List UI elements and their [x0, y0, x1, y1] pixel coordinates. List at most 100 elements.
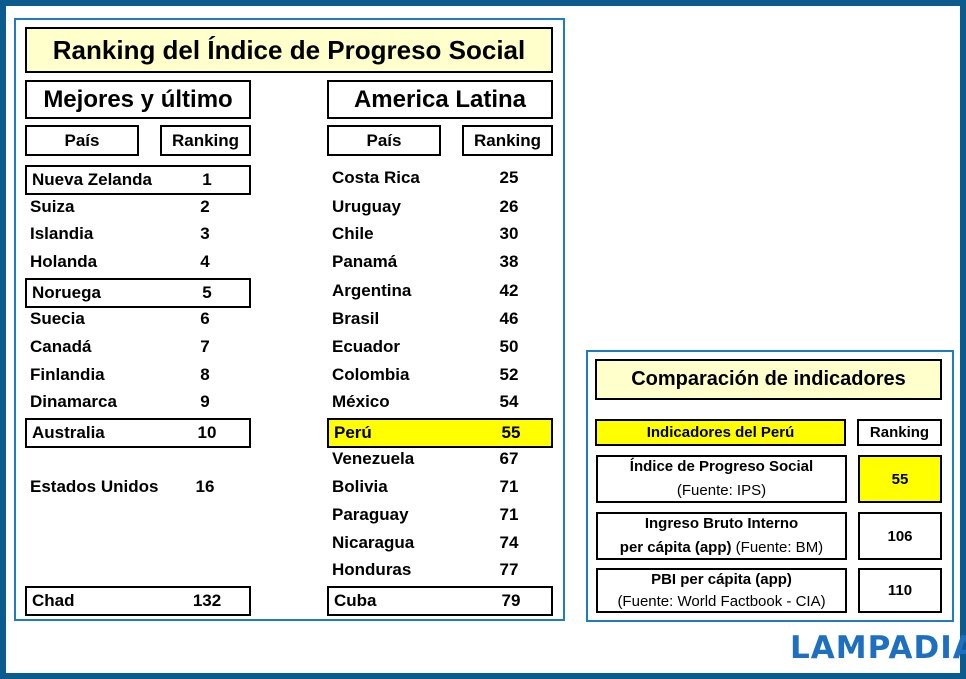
country-name: Suiza — [30, 197, 75, 216]
table-row: Bolivia 71 — [327, 474, 553, 500]
rank-value: 46 — [499, 309, 519, 328]
left-heading: Mejores y último — [25, 80, 251, 119]
table-row: Suecia 6 — [25, 306, 251, 332]
rank-value: 52 — [499, 365, 519, 384]
table-row: Estados Unidos 16 — [25, 474, 251, 500]
rank-value: 79 — [501, 591, 521, 610]
rank-value: 67 — [499, 449, 519, 468]
rank-value: 74 — [499, 533, 519, 552]
table-row: Honduras 77 — [327, 557, 553, 583]
country-name: Estados Unidos — [30, 477, 159, 496]
country-name: Nueva Zelanda — [32, 170, 152, 189]
indicator-rank-pbi: 110 — [858, 568, 942, 613]
country-name: Ecuador — [332, 337, 401, 356]
table-row: Noruega 5 — [25, 278, 251, 308]
table-row: Islandia 3 — [25, 221, 251, 247]
table-row: Perú 55 — [327, 418, 553, 448]
indicator-name: Índice de Progreso Social — [629, 458, 814, 475]
indicator-name-cont: per cápita (app) — [619, 539, 732, 556]
table-row: Cuba 79 — [327, 586, 553, 616]
country-name: Dinamarca — [30, 392, 117, 411]
rank-value: 42 — [499, 281, 519, 300]
country-name: Noruega — [32, 283, 101, 302]
rank-value: 77 — [499, 560, 519, 579]
rank-value: 50 — [499, 337, 519, 356]
table-row: Colombia 52 — [327, 362, 553, 388]
table-row: Panamá 38 — [327, 249, 553, 275]
table-row: Chad 132 — [25, 586, 251, 616]
country-name: Nicaragua — [332, 533, 415, 552]
rank-value: 9 — [200, 392, 210, 411]
comparison-title: Comparación de indicadores — [595, 359, 942, 400]
rank-value: 6 — [200, 309, 210, 328]
indicator-pbi: PBI per cápita (app) (Fuente: World Fact… — [596, 568, 847, 613]
right-col-rank: Ranking — [462, 125, 553, 156]
country-name: Perú — [334, 423, 372, 442]
table-row: Argentina 42 — [327, 278, 553, 304]
table-row: México 54 — [327, 389, 553, 415]
right-col-country: País — [327, 125, 441, 156]
country-name: Chile — [332, 224, 374, 243]
table-row: Ecuador 50 — [327, 334, 553, 360]
country-name: Honduras — [332, 560, 412, 579]
rank-value: 54 — [499, 392, 519, 411]
indicator-source: (Fuente: BM) — [735, 539, 824, 556]
rank-value: 25 — [499, 168, 519, 187]
country-name: Holanda — [30, 252, 98, 271]
table-row: Nicaragua 74 — [327, 530, 553, 556]
rank-value: 4 — [200, 252, 210, 271]
indicator-col-header: Indicadores del Perú — [595, 419, 846, 446]
right-heading: America Latina — [327, 80, 553, 119]
lampadia-logo: LAMPADIA — [790, 630, 966, 666]
page-title: Ranking del Índice de Progreso Social — [25, 27, 553, 73]
country-name: Paraguay — [332, 505, 409, 524]
rank-value: 71 — [499, 505, 519, 524]
comparison-rank-header: Ranking — [857, 419, 942, 446]
country-name: Suecia — [30, 309, 85, 328]
rank-value: 30 — [499, 224, 519, 243]
rank-value: 8 — [200, 365, 210, 384]
country-name: Argentina — [332, 281, 412, 300]
table-row: Uruguay 26 — [327, 194, 553, 220]
country-name: Costa Rica — [332, 168, 420, 187]
rank-value: 2 — [200, 197, 210, 216]
table-row: Suiza 2 — [25, 194, 251, 220]
left-col-rank: Ranking — [160, 125, 251, 156]
table-row: Dinamarca 9 — [25, 389, 251, 415]
country-name: Venezuela — [332, 449, 415, 468]
rank-value: 3 — [200, 224, 210, 243]
rank-value: 16 — [195, 477, 215, 496]
country-name: Colombia — [332, 365, 410, 384]
country-name: Brasil — [332, 309, 380, 328]
rank-value: 71 — [499, 477, 519, 496]
table-row: Australia 10 — [25, 418, 251, 448]
rank-value: 55 — [501, 423, 521, 442]
indicator-source: (Fuente: World Factbook - CIA) — [617, 592, 826, 610]
table-row: Venezuela 67 — [327, 446, 553, 472]
country-name: Australia — [32, 423, 105, 442]
table-row: Canadá 7 — [25, 334, 251, 360]
country-name: Canadá — [30, 337, 92, 356]
rank-value: 132 — [192, 591, 222, 610]
country-name: Islandia — [30, 224, 94, 243]
rank-value: 26 — [499, 197, 519, 216]
table-row: Finlandia 8 — [25, 362, 251, 388]
indicator-name: Ingreso Bruto Interno — [644, 515, 799, 532]
indicator-source: (Fuente: IPS) — [676, 482, 767, 499]
country-name: Uruguay — [332, 197, 401, 216]
rank-value: 38 — [499, 252, 519, 271]
rank-value: 1 — [202, 170, 212, 189]
country-name: Panamá — [332, 252, 398, 271]
rank-value: 5 — [202, 283, 212, 302]
indicator-name: PBI per cápita (app) — [651, 570, 792, 588]
indicator-ibi: Ingreso Bruto Interno per cápita (app) (… — [596, 512, 847, 560]
table-row: Chile 30 — [327, 221, 553, 247]
table-row: Paraguay 71 — [327, 502, 553, 528]
rank-value: 7 — [200, 337, 210, 356]
country-name: México — [332, 392, 390, 411]
indicator-ips: Índice de Progreso Social (Fuente: IPS) — [596, 455, 847, 503]
country-name: Bolivia — [332, 477, 388, 496]
indicator-rank-ips: 55 — [858, 455, 942, 503]
rank-value: 10 — [197, 423, 217, 442]
country-name: Chad — [32, 591, 75, 610]
